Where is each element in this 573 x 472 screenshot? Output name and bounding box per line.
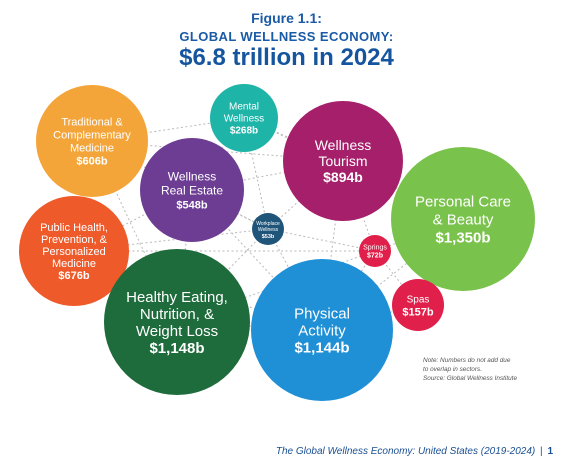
bubble-label: Physical [294, 305, 350, 322]
bubble-value: $606b [76, 155, 107, 167]
page-footer: The Global Wellness Economy: United Stat… [276, 446, 553, 457]
figure-label: Figure 1.1: [251, 10, 322, 26]
bubble-label: Nutrition, & [140, 306, 214, 323]
bubble-value: $548b [176, 199, 207, 211]
bubble-public: Public Health,Prevention, &PersonalizedM… [19, 196, 129, 306]
figure-subtitle: GLOBAL WELLNESS ECONOMY: [179, 29, 394, 44]
bubble-eating: Healthy Eating,Nutrition, &Weight Loss$1… [104, 249, 250, 395]
bubble-label: Wellness [315, 137, 372, 153]
bubble-label: Tourism [318, 153, 367, 169]
bubble-circle [251, 259, 393, 401]
source-line: Source: Global Wellness Institute [423, 375, 518, 382]
bubble-label: Activity [298, 322, 346, 339]
bubble-label: Traditional & [61, 116, 123, 128]
bubble-circle [140, 138, 244, 242]
note-line: to overlap in sectors. [423, 366, 482, 373]
bubble-label: Real Estate [161, 183, 223, 197]
bubble-label: Medicine [52, 258, 96, 270]
bubble-value: $894b [323, 169, 363, 185]
bubble-circle [19, 196, 129, 306]
bubble-value: $53b [262, 234, 275, 240]
bubble-label: Complementary [53, 129, 131, 141]
bubble-circle [104, 249, 250, 395]
bubble-label: Springs [363, 245, 387, 252]
bubble-value: $1,350b [435, 229, 490, 246]
bubble-value: $676b [58, 270, 89, 282]
bubble-label: Weight Loss [136, 323, 218, 340]
connector-line [191, 160, 344, 191]
bubble-personal: Personal Care& Beauty$1,350b [391, 147, 535, 291]
bubble-value: $1,144b [294, 339, 349, 356]
bubble-label: Prevention, & [41, 234, 108, 246]
bubble-label: Mental [229, 102, 259, 113]
bubble-label: Public Health, [40, 222, 108, 234]
bubble-circle [392, 279, 444, 331]
figure-title: $6.8 trillion in 2024 [179, 44, 394, 71]
bubble-value: $1,148b [149, 340, 204, 357]
bubble-circle [283, 101, 403, 221]
bubble-group: Traditional &ComplementaryMedicine$606bM… [19, 84, 535, 401]
bubble-label: & Beauty [433, 211, 494, 228]
bubble-label: Medicine [70, 142, 114, 154]
bubble-circle [210, 84, 278, 152]
bubble-value: $72b [367, 253, 383, 260]
bubble-label: Wellness [224, 114, 264, 125]
connector-line [267, 228, 376, 252]
footer-text: The Global Wellness Economy: United Stat… [275, 446, 536, 457]
connector-line [91, 117, 245, 142]
bubble-label: Personalized [42, 246, 106, 258]
note-line: Note: Numbers do not add due [423, 357, 511, 364]
bubble-circle [252, 213, 284, 245]
bubble-label: Wellness [258, 227, 279, 233]
bubble-label: Spas [407, 295, 430, 306]
source-note: Note: Numbers do not add due to overlap … [423, 356, 563, 383]
bubble-label: Wellness [168, 169, 216, 183]
bubble-label: Workplace [256, 221, 280, 227]
page-number: 1 [547, 446, 553, 457]
bubble-springs: Springs$72b [359, 235, 391, 267]
bubble-value: $157b [402, 307, 433, 319]
bubble-circle [36, 85, 148, 197]
bubble-circle [359, 235, 391, 267]
bubble-label: Healthy Eating, [126, 289, 228, 306]
footer-separator: | [540, 446, 543, 457]
bubble-spas: Spas$157b [392, 279, 444, 331]
bubble-label: Personal Care [415, 193, 511, 210]
bubble-value: $268b [230, 126, 258, 137]
bubble-circle [391, 147, 535, 291]
